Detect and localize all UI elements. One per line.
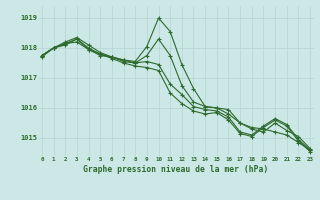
X-axis label: Graphe pression niveau de la mer (hPa): Graphe pression niveau de la mer (hPa): [84, 165, 268, 174]
